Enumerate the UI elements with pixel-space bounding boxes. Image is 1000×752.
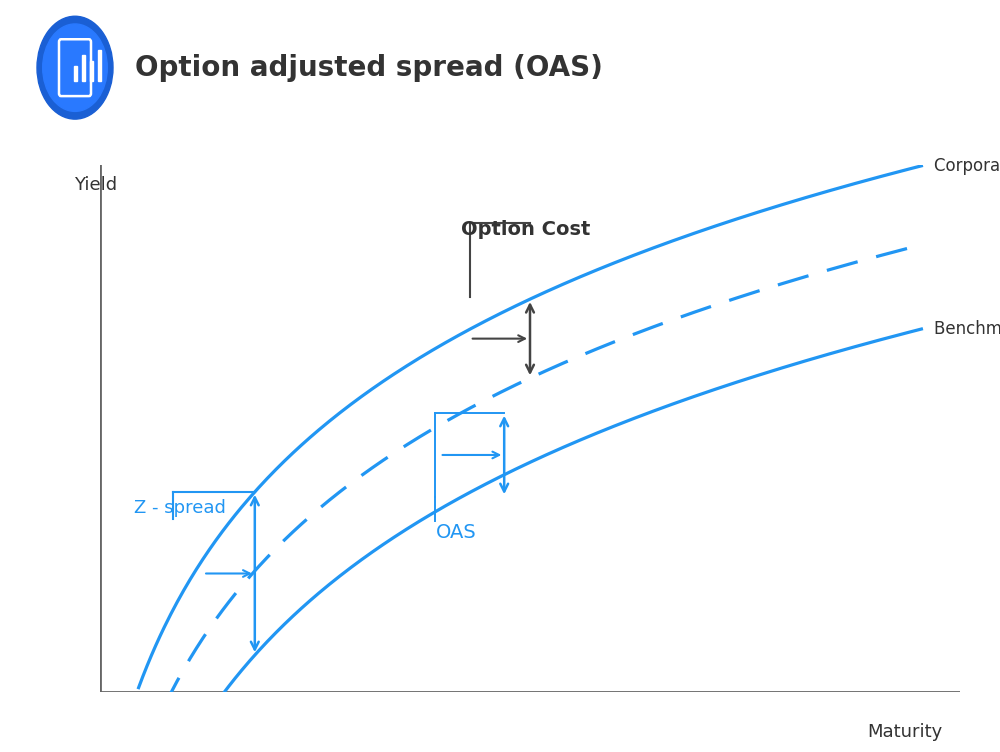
- Bar: [74, 65, 77, 81]
- Text: Option adjusted spread (OAS): Option adjusted spread (OAS): [135, 53, 603, 82]
- Bar: [90, 61, 93, 81]
- Text: OAS: OAS: [435, 523, 476, 542]
- Text: Yield: Yield: [74, 176, 117, 194]
- Text: Option Cost: Option Cost: [461, 220, 591, 239]
- Bar: [98, 50, 101, 81]
- Circle shape: [43, 24, 107, 111]
- Text: Z - spread: Z - spread: [134, 499, 226, 517]
- Text: Benchmark Spot Rate Curve: Benchmark Spot Rate Curve: [934, 320, 1000, 338]
- Circle shape: [37, 17, 113, 119]
- Text: Maturity: Maturity: [868, 723, 943, 741]
- Text: Corporate Bond Yields: Corporate Bond Yields: [934, 157, 1000, 175]
- Bar: [82, 56, 85, 81]
